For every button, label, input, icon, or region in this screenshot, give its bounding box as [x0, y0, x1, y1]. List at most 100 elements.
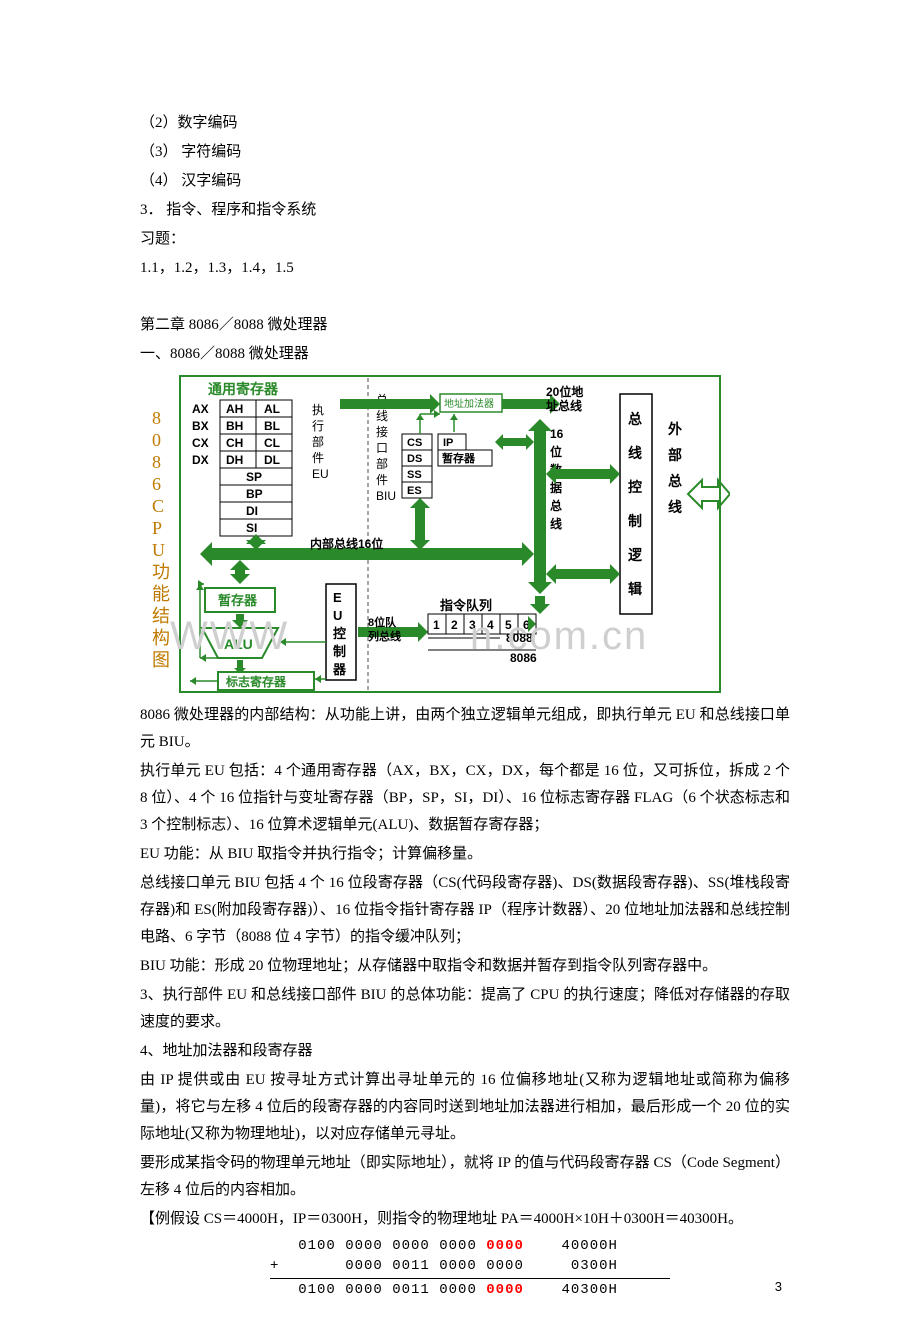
svg-text:ES: ES — [407, 485, 422, 497]
svg-text:E: E — [333, 590, 342, 605]
svg-text:线: 线 — [628, 445, 642, 461]
page: （2）数字编码 （3） 字符编码 （4） 汉字编码 3． 指令、程序和指令系统 … — [0, 0, 920, 1341]
svg-text:件: 件 — [312, 451, 324, 465]
svg-text:标志寄存器: 标志寄存器 — [225, 674, 287, 689]
svg-text:CX: CX — [192, 436, 209, 450]
svg-text:图: 图 — [152, 650, 170, 670]
svg-text:BL: BL — [264, 419, 280, 433]
svg-text:SP: SP — [246, 470, 262, 484]
svg-text:控: 控 — [628, 479, 642, 495]
svg-text:暂存器: 暂存器 — [218, 593, 258, 608]
svg-text:8086: 8086 — [510, 651, 537, 665]
svg-text:部: 部 — [312, 434, 324, 449]
svg-text:暂存器: 暂存器 — [442, 451, 476, 465]
svg-text:制: 制 — [628, 513, 642, 529]
body-paragraph: 由 IP 提供或由 EU 按寻址方式计算出寻址单元的 16 位偏移地址(又称为逻… — [140, 1067, 790, 1148]
body-paragraph: 3、执行部件 EU 和总线接口部件 BIU 的总体功能：提高了 CPU 的执行速… — [140, 982, 790, 1036]
svg-text:执: 执 — [312, 403, 324, 417]
line-item: 3． 指令、程序和指令系统 — [140, 197, 790, 224]
svg-text:线: 线 — [668, 499, 682, 515]
body-paragraph: EU 功能：从 BIU 取指令并执行指令；计算偏移量。 — [140, 841, 790, 868]
svg-text:8: 8 — [152, 408, 161, 428]
svg-text:IP: IP — [443, 437, 453, 449]
svg-text:1: 1 — [433, 618, 440, 632]
svg-text:行: 行 — [312, 419, 324, 433]
svg-text:AL: AL — [264, 402, 280, 416]
svg-text:控: 控 — [333, 626, 346, 641]
chapter-title: 第二章 8086／8088 微处理器 — [140, 312, 790, 339]
svg-text:总: 总 — [628, 411, 642, 427]
svg-text:位: 位 — [550, 444, 562, 459]
svg-text:0: 0 — [152, 430, 161, 450]
cpu-diagram: 8086CPU功能结构图通用寄存器AXAHALBXBHBLCXCHCLDXDHD… — [140, 374, 730, 694]
svg-text:CS: CS — [407, 437, 422, 449]
chapter-sub: 一、8086／8088 微处理器 — [140, 341, 790, 368]
svg-text:SI: SI — [246, 521, 257, 535]
svg-text:线: 线 — [376, 409, 388, 423]
svg-text:线: 线 — [550, 516, 562, 531]
page-number: 3 — [775, 1275, 782, 1298]
svg-text:8位队: 8位队 — [368, 615, 397, 629]
svg-text:4: 4 — [487, 618, 494, 632]
svg-text:20位地: 20位地 — [546, 384, 583, 399]
svg-text:外: 外 — [668, 421, 682, 437]
svg-text:结: 结 — [152, 606, 170, 626]
body-paragraph: BIU 功能：形成 20 位物理地址；从存储器中取指令和数据并暂存到指令队列寄存… — [140, 953, 790, 980]
svg-text:通用寄存器: 通用寄存器 — [208, 381, 279, 397]
svg-text:DX: DX — [192, 453, 209, 467]
svg-text:地址加法器: 地址加法器 — [444, 397, 494, 410]
svg-text:C: C — [152, 496, 164, 516]
svg-text:2: 2 — [451, 618, 458, 632]
svg-text:总: 总 — [550, 498, 562, 513]
svg-text:内部总线16位: 内部总线16位 — [310, 536, 383, 551]
svg-text:8: 8 — [152, 452, 161, 472]
line-item: （3） 字符编码 — [140, 139, 790, 166]
body-paragraph: 执行单元 EU 包括：4 个通用寄存器（AX，BX，CX，DX，每个都是 16 … — [140, 758, 790, 839]
line-item: （2）数字编码 — [140, 110, 790, 137]
body-paragraph: 要形成某指令码的物理单元地址（即实际地址），就将 IP 的值与代码段寄存器 CS… — [140, 1150, 790, 1204]
svg-text:辑: 辑 — [628, 581, 642, 597]
svg-text:BH: BH — [226, 419, 243, 433]
svg-text:ALU: ALU — [224, 636, 253, 652]
svg-text:8088: 8088 — [506, 631, 533, 645]
line-item: 1.1，1.2，1.3，1.4，1.5 — [140, 255, 790, 282]
svg-text:16: 16 — [550, 427, 564, 441]
svg-text:5: 5 — [505, 618, 512, 632]
svg-text:BIU: BIU — [376, 489, 396, 503]
svg-text:6: 6 — [152, 474, 161, 494]
svg-text:DI: DI — [246, 504, 258, 518]
svg-text:件: 件 — [376, 473, 388, 487]
svg-text:P: P — [152, 518, 162, 538]
svg-text:EU: EU — [312, 467, 329, 481]
body-paragraph: 8086 微处理器的内部结构：从功能上讲，由两个独立逻辑单元组成，即执行单元 E… — [140, 702, 790, 756]
svg-text:SS: SS — [407, 469, 422, 481]
svg-text:据: 据 — [550, 480, 562, 495]
svg-text:DS: DS — [407, 453, 422, 465]
svg-text:总: 总 — [668, 473, 682, 489]
svg-text:3: 3 — [469, 618, 476, 632]
svg-text:部: 部 — [668, 447, 682, 463]
svg-text:器: 器 — [332, 662, 347, 677]
address-calculation: 0100 0000 0000 0000 0000 40000H + 0000 0… — [270, 1237, 790, 1301]
svg-text:U: U — [152, 540, 165, 560]
svg-text:AH: AH — [226, 402, 243, 416]
svg-text:指令队列: 指令队列 — [440, 598, 492, 613]
svg-text:CL: CL — [264, 436, 280, 450]
svg-text:DL: DL — [264, 453, 280, 467]
rule-line — [270, 1278, 670, 1279]
svg-text:接: 接 — [376, 424, 388, 439]
svg-text:AX: AX — [192, 402, 209, 416]
line-item: （4） 汉字编码 — [140, 168, 790, 195]
svg-text:址总线: 址总线 — [546, 398, 582, 413]
svg-text:DH: DH — [226, 453, 243, 467]
svg-text:BP: BP — [246, 487, 263, 501]
svg-text:部: 部 — [376, 456, 388, 471]
svg-text:列总线: 列总线 — [368, 629, 401, 643]
svg-text:功: 功 — [152, 562, 170, 582]
svg-text:CH: CH — [226, 436, 243, 450]
svg-text:制: 制 — [333, 644, 346, 659]
body-paragraph: 4、地址加法器和段寄存器 — [140, 1038, 790, 1065]
svg-text:口: 口 — [376, 441, 388, 455]
svg-text:BX: BX — [192, 419, 209, 433]
svg-text:U: U — [333, 608, 342, 623]
